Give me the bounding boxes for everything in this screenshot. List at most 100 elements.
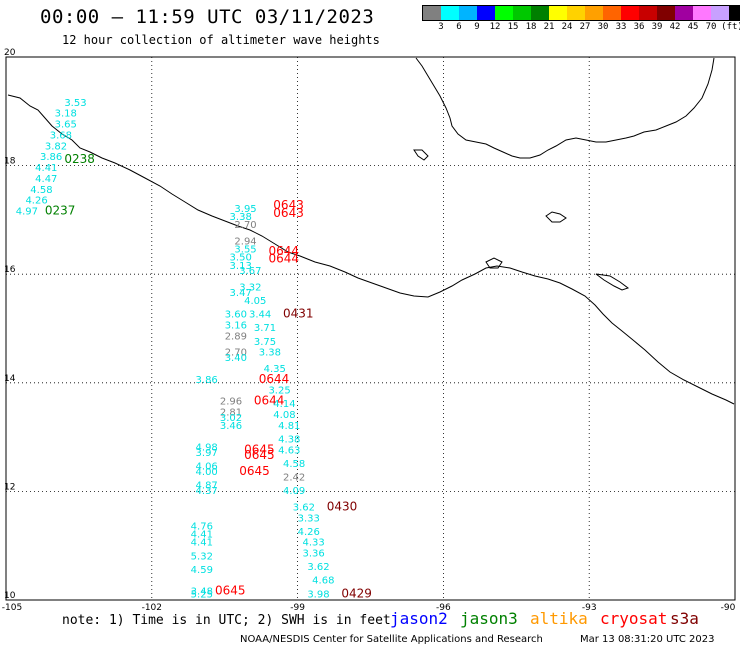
wave-height-label: 4.41 [191, 530, 213, 541]
x-tick-label: -90 [721, 603, 736, 613]
color-scale-label: 33 [615, 22, 627, 32]
wave-height-label: 2.42 [283, 473, 305, 484]
satellite-legend-jason3: jason3 [460, 609, 518, 628]
wave-height-label: 3.65 [55, 120, 77, 131]
lagoon-chiapas [595, 273, 630, 291]
wave-height-label: 4.59 [191, 565, 213, 576]
color-scale-label: 45 [687, 22, 699, 32]
pass-time-label: 0238 [64, 152, 95, 166]
wave-height-label: 2.81 [220, 407, 242, 418]
wave-height-label: 3.46 [220, 421, 242, 432]
wave-height-label: 2.70 [225, 348, 247, 359]
wave-height-label: 3.71 [254, 323, 276, 334]
wave-height-label: 2.70 [234, 220, 256, 231]
generated-timestamp: Mar 13 08:31:20 UTC 2023 [580, 634, 715, 645]
color-scale-unit: (ft) [721, 22, 740, 32]
pass-time-label: 0644 [254, 394, 285, 408]
x-tick-label: -105 [2, 603, 22, 613]
color-scale-bar [422, 5, 740, 21]
satellite-legend-jason2: jason2 [390, 609, 448, 628]
wave-height-label: 3.16 [225, 321, 247, 332]
wave-height-label: 3.18 [55, 109, 77, 120]
map-frame [5, 56, 736, 601]
wave-height-label: 4.41 [35, 163, 57, 174]
wave-height-label: 4.63 [278, 445, 300, 456]
wave-height-label: 3.38 [259, 348, 281, 359]
wave-height-label: 4.05 [244, 296, 266, 307]
color-swatch [441, 6, 459, 20]
color-scale-label: 39 [651, 22, 663, 32]
wave-height-label: 3.48 [191, 587, 213, 598]
color-swatch [675, 6, 693, 20]
color-swatch [423, 6, 441, 20]
wave-height-label: 3.82 [45, 141, 67, 152]
coastline-gulf [415, 57, 715, 159]
wave-height-label: 4.35 [264, 364, 286, 375]
color-swatch [639, 6, 657, 20]
color-scale-label: 3 [438, 22, 444, 32]
wave-height-label: 3.53 [64, 98, 86, 109]
satellite-legend-s3a: s3a [670, 609, 699, 628]
wave-height-label: 4.08 [273, 410, 295, 421]
color-swatch [531, 6, 549, 20]
wave-height-label: 4.33 [302, 538, 324, 549]
wave-height-label: 3.50 [230, 253, 252, 264]
wave-height-label: 4.98 [196, 443, 218, 454]
wave-height-label: 3.40 [225, 353, 247, 364]
x-tick-label: -99 [290, 603, 305, 613]
pass-time-label: 0645 [244, 442, 275, 456]
wave-height-label: 4.81 [278, 421, 300, 432]
pass-time-label: 0430 [327, 499, 358, 513]
wave-observations: 3.533.183.653.683.823.864.414.474.584.26… [16, 98, 372, 600]
y-tick-label: 18 [4, 157, 16, 167]
wave-height-label: 3.98 [307, 589, 329, 600]
wave-height-label: 2.89 [225, 331, 247, 342]
pass-time-label: 0643 [273, 198, 304, 212]
wave-height-label: 5.25 [191, 589, 213, 600]
wave-height-label: 4.06 [196, 462, 218, 473]
wave-height-label: 4.41 [191, 538, 213, 549]
wave-height-label: 4.47 [35, 174, 57, 185]
color-swatch [495, 6, 513, 20]
wave-height-label: 2.94 [234, 236, 256, 247]
wave-height-label: 3.68 [50, 130, 72, 141]
color-scale-label: 27 [579, 22, 591, 32]
wave-height-label: 4.76 [191, 521, 213, 532]
wave-height-label: 4.09 [283, 486, 305, 497]
x-tick-label: -93 [582, 603, 597, 613]
wave-height-label: 4.97 [16, 206, 38, 217]
color-scale-label: 18 [525, 22, 537, 32]
axis-tick-labels: -105 -102 -99 -96 -93 -90 20 18 16 14 12 10 [2, 48, 736, 613]
color-scale-label: 6 [456, 22, 462, 32]
color-swatch [657, 6, 675, 20]
color-swatch [711, 6, 729, 20]
pass-time-label: 0643 [273, 206, 304, 220]
pass-time-label: 0429 [341, 586, 372, 600]
coastline-mexico-pacific [7, 94, 735, 405]
color-swatch [585, 6, 603, 20]
y-tick-label: 20 [4, 48, 16, 58]
wave-height-label: 2.96 [220, 397, 242, 408]
x-tick-label: -102 [142, 603, 162, 613]
credit-line: NOAA/NESDIS Center for Satellite Applica… [240, 634, 543, 645]
color-scale-label: 9 [474, 22, 480, 32]
wave-height-label: 3.62 [307, 562, 329, 573]
wave-height-label: 3.25 [268, 386, 290, 397]
color-swatch [513, 6, 531, 20]
color-swatch [603, 6, 621, 20]
island-cozumel [413, 149, 429, 161]
pass-time-label: 0644 [259, 372, 290, 386]
wave-height-label: 4.00 [196, 467, 218, 478]
color-swatch [549, 6, 567, 20]
graticule [6, 57, 735, 600]
wave-height-label: 3.44 [249, 310, 271, 321]
wave-height-label: 3.47 [230, 288, 252, 299]
pass-time-label: 0644 [268, 251, 299, 265]
map-subtitle: 12 hour collection of altimeter wave hei… [62, 33, 380, 47]
color-scale-label: 30 [597, 22, 609, 32]
color-scale-label: 24 [561, 22, 573, 32]
wave-height-label: 3.36 [302, 549, 324, 560]
color-swatch [693, 6, 711, 20]
color-scale-label: 70 [705, 22, 717, 32]
